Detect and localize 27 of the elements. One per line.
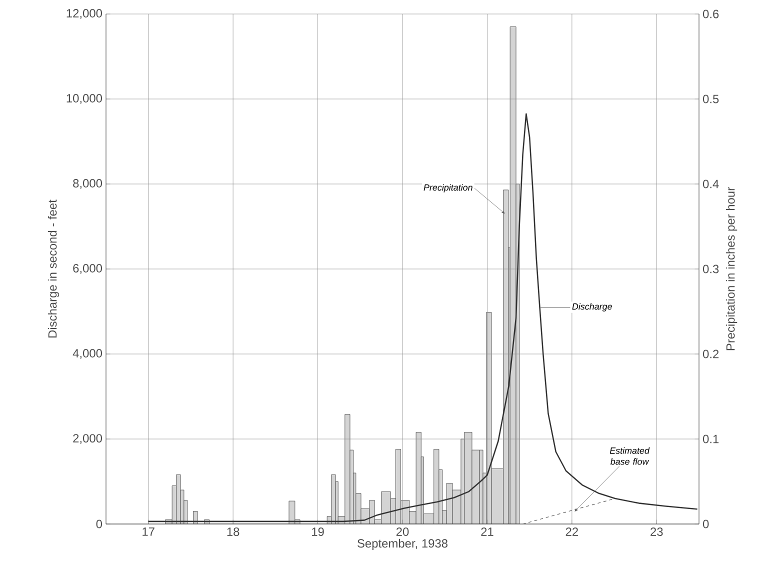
y-tick-label: 2,000 xyxy=(73,434,102,444)
x-tick-label: 19 xyxy=(312,528,324,536)
x-tick-label: 20 xyxy=(396,528,409,536)
y-tick-label: 4,000 xyxy=(72,349,102,359)
y-axis-title: Discharge in second - feet xyxy=(48,200,60,338)
y2-tick-label: 0.6 xyxy=(702,10,719,18)
y-tick-label: 8,000 xyxy=(73,179,102,189)
x-tick-label: 17 xyxy=(142,528,154,536)
x-tick-label: 22 xyxy=(566,528,578,536)
x-tick-label: 21 xyxy=(481,528,494,536)
x-tick-label: 23 xyxy=(650,528,663,536)
y2-tick-label: 0.4 xyxy=(702,180,719,188)
y-tick-label: 6,000 xyxy=(73,264,102,274)
y-tick-label: 10,000 xyxy=(66,94,102,104)
x-tick-label: 18 xyxy=(227,528,240,536)
y2-tick-label: 0 xyxy=(702,520,709,528)
y-tick-label: 12,000 xyxy=(66,9,102,19)
x-axis-title: September, 1938 xyxy=(358,538,448,550)
y2-tick-label: 0.5 xyxy=(702,94,719,104)
y-tick-label: 0 xyxy=(96,520,102,528)
legend-label: Discharge xyxy=(572,303,612,312)
y2-axis-title: Precipitation in inches per hour xyxy=(726,187,738,350)
text: Precipitation xyxy=(424,184,472,192)
y2-tick-label: 0.2 xyxy=(702,350,719,358)
y2-tick-label: 0.1 xyxy=(702,434,719,444)
y2-tick-label: 0.3 xyxy=(702,264,719,274)
text: Estimated base flow xyxy=(610,447,650,465)
